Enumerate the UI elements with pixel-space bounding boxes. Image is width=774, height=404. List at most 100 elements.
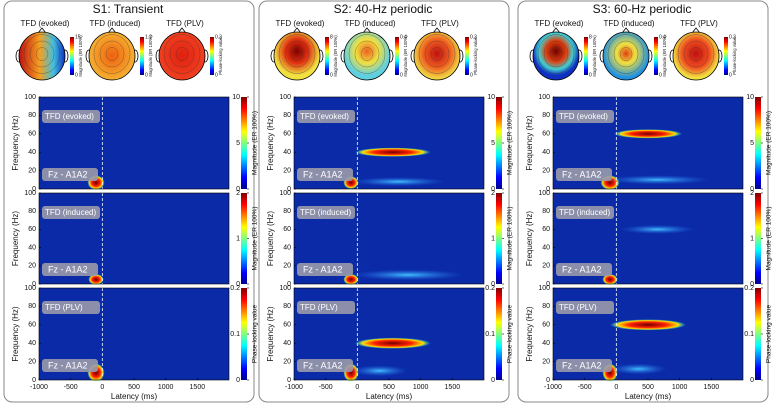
y-tick-label: 100: [538, 285, 550, 292]
channel-label: Fz - A1A2: [562, 169, 602, 179]
colorbar-label: Magnitude (ER 100%): [766, 207, 773, 271]
topomap-cbar-min: 0: [145, 72, 148, 78]
label-box: [297, 263, 353, 276]
channel-label: Fz - A1A2: [48, 264, 88, 274]
y-tick-label: 60: [28, 226, 36, 233]
plot-frame: [38, 192, 230, 285]
label-box: [556, 359, 612, 372]
contour: [284, 40, 310, 68]
y-tick-label: 20: [542, 167, 550, 174]
topomap-cbar-label: Phase-locking value: [218, 37, 223, 75]
y-axis-label: Frequency (Hz): [525, 115, 534, 170]
y-tick-label: 0: [287, 186, 291, 193]
heatmap-blob: [354, 337, 431, 349]
colorbar-tick-label: 0: [491, 281, 495, 288]
y-tick-label: 40: [542, 149, 550, 156]
colorbar-tick-label: 10: [746, 94, 754, 101]
x-tick-label: -1000: [30, 384, 48, 391]
y-tick-label: 60: [542, 131, 550, 138]
y-tick-label: 40: [542, 340, 550, 347]
x-tick-label: -500: [578, 384, 592, 391]
y-tick-label: 0: [546, 377, 550, 384]
heatmap-blob: [604, 175, 711, 185]
y-axis-label: Frequency (Hz): [266, 115, 275, 170]
y-tick-label: 60: [283, 226, 291, 233]
x-tick-label: 1500: [190, 384, 206, 391]
colorbar-tick-label: 5: [491, 140, 495, 147]
topomap-cbar-min: 0: [215, 72, 218, 78]
y-tick-label: 100: [538, 190, 550, 197]
topomap-colorbar: [210, 37, 214, 75]
topomap-label: TFD (evoked): [535, 19, 584, 28]
y-tick-label: 0: [32, 281, 36, 288]
y-tick-label: 100: [24, 190, 36, 197]
x-axis-label: Latency (ms): [111, 392, 158, 401]
contour: [424, 40, 450, 68]
topomap-cbar-min: 0: [470, 72, 473, 78]
label-box: [556, 206, 614, 219]
label-box: [42, 263, 98, 276]
label-box: [42, 359, 98, 372]
y-tick-label: 20: [28, 358, 36, 365]
topomap-cbar-label: Magnitude (ER 100%): [662, 35, 667, 77]
x-tick-label: 1000: [672, 384, 688, 391]
contour: [430, 47, 444, 61]
plot-label: TFD (induced): [559, 208, 610, 217]
colorbar-tick-label: 0.2: [230, 285, 240, 292]
y-axis-label: Frequency (Hz): [11, 211, 20, 266]
panel-title: S3: 60-Hz periodic: [593, 2, 692, 16]
colorbar: [496, 288, 502, 380]
contour: [348, 34, 386, 74]
contour: [543, 40, 569, 68]
label-box: [556, 110, 614, 123]
y-tick-label: 80: [542, 303, 550, 310]
contour: [607, 34, 645, 74]
heatmap-blob: [619, 224, 696, 234]
heatmap-blob: [610, 319, 686, 331]
colorbar-tick-label: 0: [491, 186, 495, 193]
topomap-label: TFD (PLV): [166, 19, 204, 28]
x-tick-label: -500: [319, 384, 333, 391]
y-axis-label: Frequency (Hz): [11, 306, 20, 361]
colorbar-tick-label: 1: [236, 235, 240, 242]
colorbar-tick-label: 0: [491, 377, 495, 384]
topomap-cbar-min: 0: [659, 72, 662, 78]
colorbar-label: Magnitude (ER 100%): [252, 111, 259, 175]
x-tick-label: 0: [614, 384, 618, 391]
colorbar-label: Magnitude (ER 100%): [507, 111, 514, 175]
contour: [677, 34, 715, 74]
y-tick-label: 20: [28, 263, 36, 270]
y-tick-label: 80: [28, 303, 36, 310]
colorbar-tick-label: 5: [236, 140, 240, 147]
head: [532, 31, 580, 81]
heatmap-blob: [351, 177, 446, 187]
contour: [549, 47, 563, 61]
plot-frame: [293, 96, 485, 190]
contour: [418, 34, 456, 74]
topomap-cbar-label: Magnitude (ER 100%): [592, 35, 597, 77]
y-tick-label: 40: [283, 340, 291, 347]
panel-frame: [3, 0, 255, 403]
topomap-cbar-label: Phase-locking value: [732, 37, 737, 75]
contour: [619, 47, 633, 61]
colorbar-tick-label: 2: [236, 190, 240, 197]
colorbar-tick-label: 5: [750, 140, 754, 147]
head: [343, 31, 391, 81]
head: [88, 31, 136, 81]
y-tick-label: 20: [542, 263, 550, 270]
y-axis-label: Frequency (Hz): [11, 115, 20, 170]
y-tick-label: 40: [28, 244, 36, 251]
y-axis-label: Frequency (Hz): [525, 211, 534, 266]
topomap-cbar-max: 0.3: [215, 34, 222, 40]
x-tick-label: 0: [100, 384, 104, 391]
label-box: [42, 206, 100, 219]
heatmap-blob: [354, 147, 431, 157]
x-axis-label: Latency (ms): [625, 392, 672, 401]
label-box: [42, 168, 98, 181]
topomap-label: TFD (evoked): [276, 19, 325, 28]
colorbar-tick-label: 2: [750, 190, 754, 197]
channel-label: Fz - A1A2: [303, 360, 343, 370]
topomap-cbar-label: Phase-locking value: [473, 37, 478, 75]
y-tick-label: 20: [283, 263, 291, 270]
